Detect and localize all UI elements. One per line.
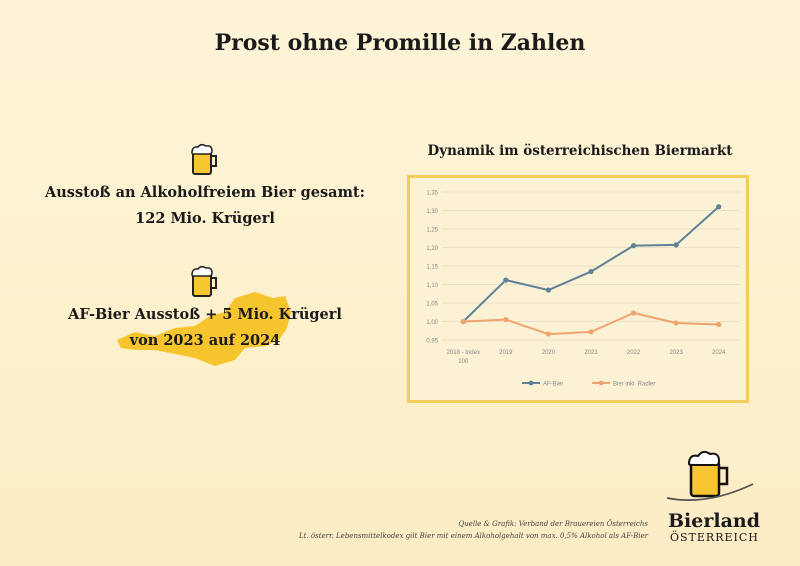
legend-marker xyxy=(528,380,534,386)
y-tick-label: 1,00 xyxy=(426,320,438,326)
beer-mug-icon xyxy=(191,143,217,175)
logo-subtitle: ÖSTERREICH xyxy=(670,531,759,544)
data-point xyxy=(503,317,509,323)
legal-note: Lt. österr. Lebensmittelkodex gilt Bier … xyxy=(298,532,648,540)
y-tick-label: 1,20 xyxy=(426,246,438,252)
data-point xyxy=(630,310,637,316)
data-point xyxy=(503,277,509,283)
data-point xyxy=(545,287,552,293)
data-point xyxy=(673,320,679,326)
x-tick-label: 2023 xyxy=(669,350,683,356)
line-chart: 1,35 1,30 1,25 1,20 1,15 1,10 1,05 1,00 0,95 2018… xyxy=(426,191,740,388)
page-title: Prost ohne Promille in Zahlen xyxy=(214,30,586,56)
austria-map-icon xyxy=(117,292,291,366)
x-tick-label: 2019 xyxy=(499,350,513,356)
y-tick-label: 1,30 xyxy=(426,209,438,215)
legend-label: Bier inkl. Radler xyxy=(613,382,655,388)
legend-marker xyxy=(598,380,604,386)
y-tick-label: 1,05 xyxy=(426,302,438,308)
source-note: Quelle & Grafik: Verband der Brauereien … xyxy=(458,520,648,528)
y-tick-label: 1,15 xyxy=(426,265,438,271)
logo-name: Bierland xyxy=(668,510,761,532)
legend-label: AF-Bier xyxy=(543,382,563,388)
x-tick-label: 100 xyxy=(458,359,469,365)
bierland-logo-icon xyxy=(666,450,754,501)
x-tick-label: 2021 xyxy=(584,350,598,356)
data-point xyxy=(630,243,637,249)
stat-total-label: Ausstoß an Alkoholfreiem Bier gesamt: xyxy=(45,184,365,201)
beer-mug-icon xyxy=(191,265,217,297)
y-tick-label: 1,25 xyxy=(426,228,438,234)
data-point xyxy=(588,329,594,335)
chart-title: Dynamik im österreichischen Biermarkt xyxy=(427,143,733,159)
stat-total-value: 122 Mio. Krügerl xyxy=(135,210,275,227)
x-tick-label: 2024 xyxy=(712,350,726,356)
y-tick-label: 1,35 xyxy=(426,191,438,197)
x-tick-label: 2018 - Index xyxy=(447,350,480,356)
y-tick-label: 0,95 xyxy=(426,339,438,345)
data-point xyxy=(716,321,722,328)
stat-growth-label: AF-Bier Ausstoß + 5 Mio. Krügerl xyxy=(68,306,342,323)
data-point xyxy=(673,242,679,248)
y-tick-label: 1,10 xyxy=(426,283,438,289)
x-tick-label: 2020 xyxy=(542,350,556,356)
data-point xyxy=(460,318,466,325)
series-line-0 xyxy=(462,206,720,323)
data-point xyxy=(545,331,552,337)
chart-container: 1,35 1,30 1,25 1,20 1,15 1,10 1,05 1,00 0,95 2018… xyxy=(407,175,749,403)
data-point xyxy=(716,204,722,210)
x-tick-label: 2022 xyxy=(627,350,641,356)
stat-growth-value: von 2023 auf 2024 xyxy=(129,332,281,349)
data-point xyxy=(588,268,594,275)
